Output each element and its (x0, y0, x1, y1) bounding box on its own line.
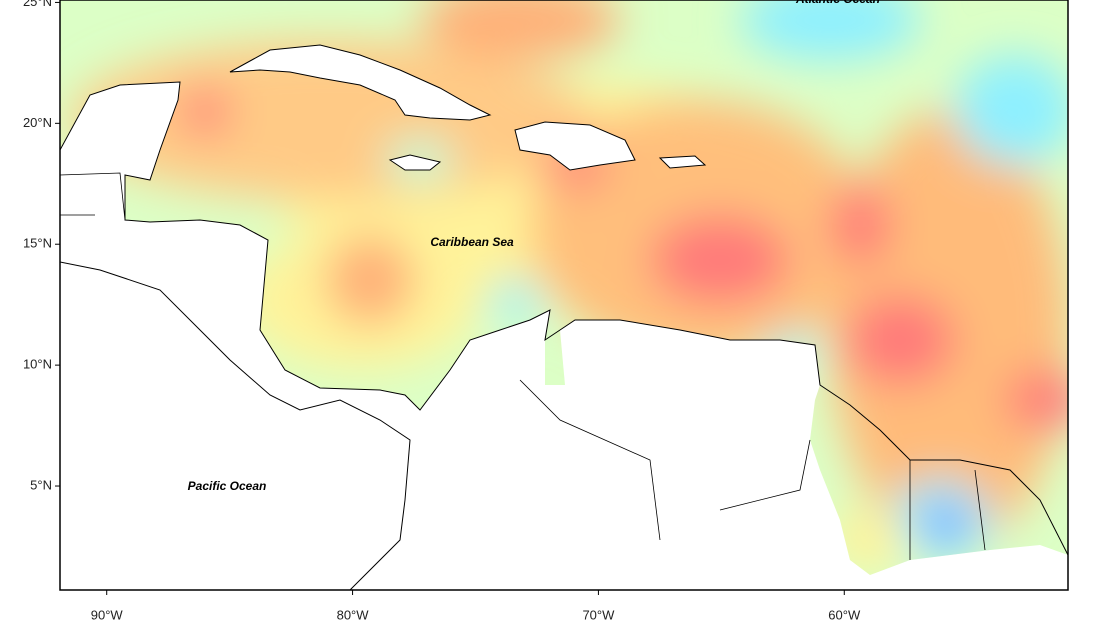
field (60, 0, 1068, 590)
x-tick-label: 80°W (337, 607, 370, 622)
y-tick-label: 5°N (30, 477, 52, 492)
x-tick-label: 60°W (828, 607, 861, 622)
islands (229, 44, 707, 171)
ocean-label: Caribbean Sea (430, 235, 514, 249)
border (60, 172, 986, 560)
ocean-label: Pacific Ocean (188, 479, 267, 493)
x-tick-label: 90°W (91, 607, 124, 622)
coastline (60, 81, 1068, 556)
y-tick-label: 15°N (23, 236, 52, 251)
y-tick-label: 10°N (23, 357, 52, 372)
frame (59, 0, 1069, 591)
y-tick-label: 25°N (23, 0, 52, 9)
ocean-label: Atlantic Ocean (795, 0, 880, 6)
x-tick-label: 70°W (582, 607, 615, 622)
y-tick-label: 20°N (23, 115, 52, 130)
coastline (60, 261, 411, 590)
